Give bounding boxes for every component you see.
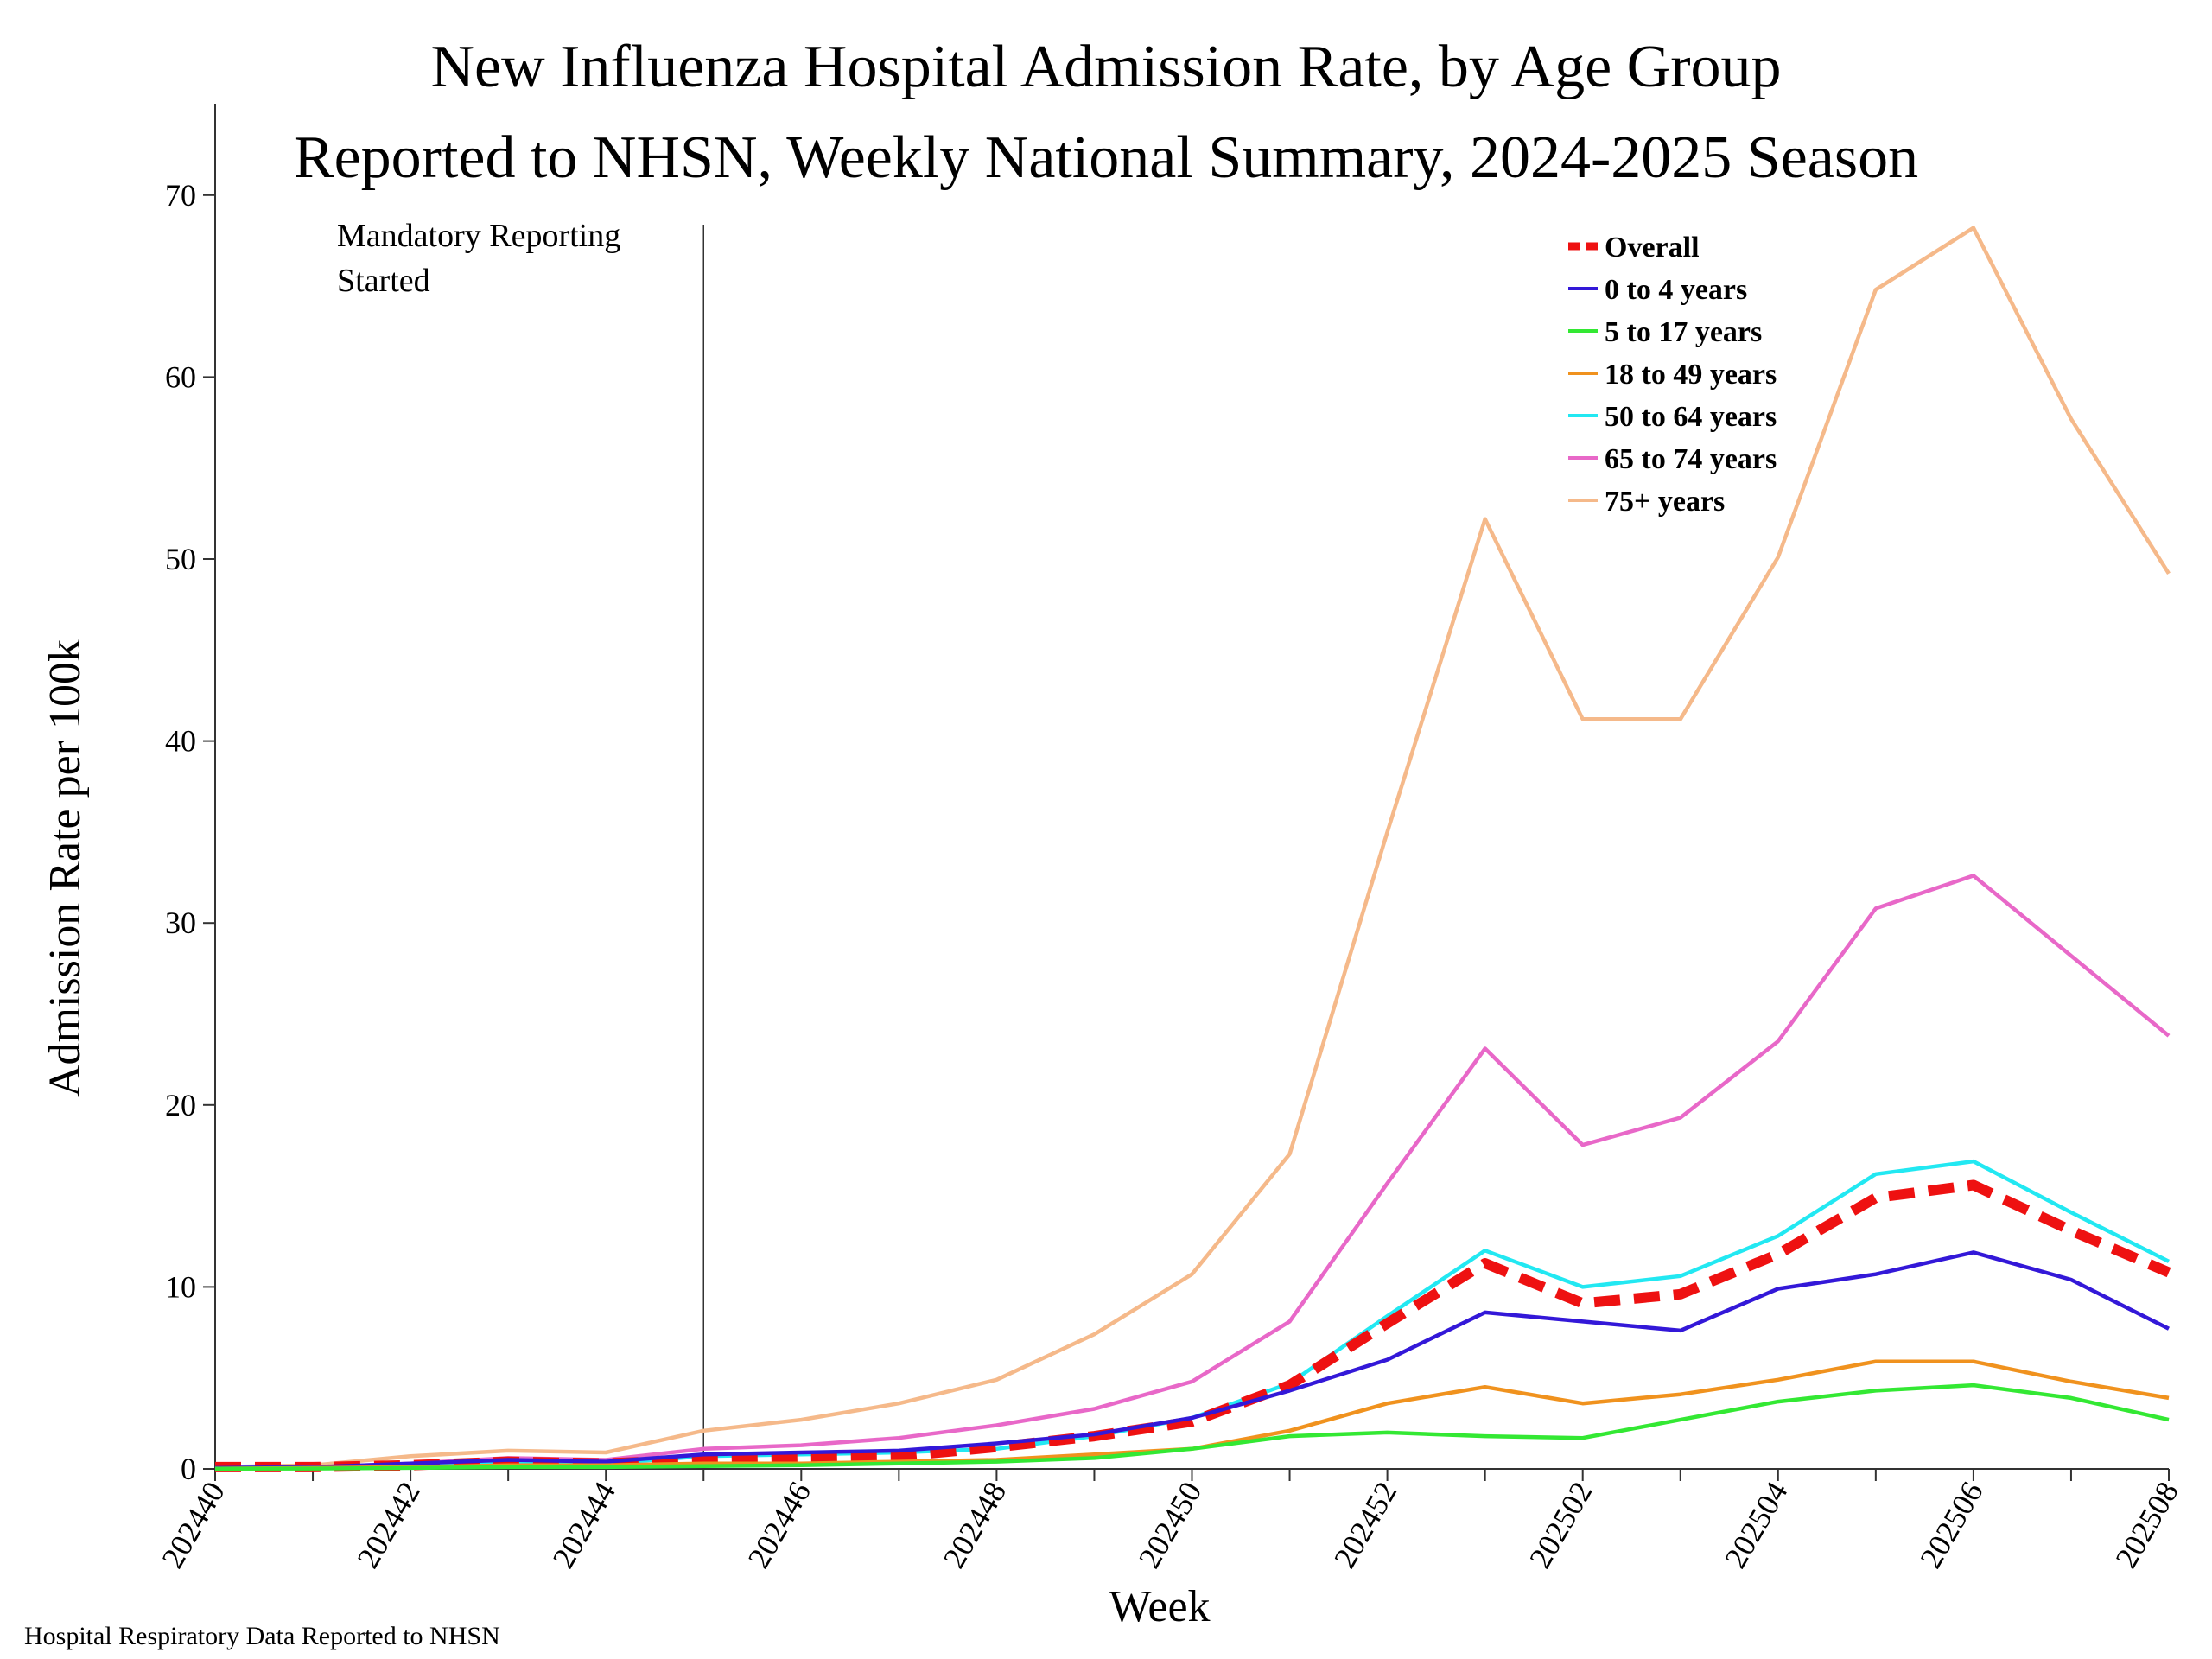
legend-label: 18 to 49 years — [1605, 359, 1777, 391]
x-ticks: 202440 202442 202444 202446 202448 202450 2024… — [155, 1469, 2185, 1574]
series-line-75plus-years — [214, 226, 2171, 1470]
annotation-text-line2: Started — [337, 263, 430, 299]
y-ticks: 0 10 20 30 40 50 60 70 — [165, 178, 215, 1486]
legend-label: 5 to 17 years — [1605, 316, 1762, 348]
y-tick-label: 30 — [165, 906, 196, 940]
annotation-text-line1: Mandatory Reporting — [337, 218, 620, 254]
series-line-65-to-74-years — [215, 874, 2171, 1470]
chart-title: New Influenza Hospital Admission Rate, b… — [430, 34, 1781, 100]
legend-label: 65 to 74 years — [1605, 443, 1777, 475]
y-tick-label: 60 — [165, 359, 196, 394]
x-tick-label: 202502 — [1522, 1476, 1599, 1574]
footer-source: Hospital Respiratory Data Reported to NH… — [24, 1622, 500, 1650]
series-lines — [214, 226, 2171, 1472]
legend-label: 50 to 64 years — [1605, 401, 1777, 433]
x-tick-label: 202506 — [1913, 1476, 1990, 1574]
y-tick-label: 40 — [165, 724, 196, 759]
legend-label: Overall — [1605, 232, 1700, 264]
x-tick-label: 202450 — [1132, 1476, 1209, 1574]
legend-label: 0 to 4 years — [1605, 274, 1747, 306]
y-tick-label: 10 — [165, 1269, 196, 1304]
y-tick-label: 70 — [165, 178, 196, 213]
x-tick-label: 202440 — [155, 1476, 232, 1574]
y-tick-label: 50 — [165, 542, 196, 576]
legend-label: 75+ years — [1605, 486, 1725, 518]
axes — [214, 104, 2169, 1470]
x-tick-label: 202444 — [545, 1476, 622, 1574]
series-line-overall — [215, 1179, 2171, 1472]
x-axis-label: Week — [1109, 1582, 1210, 1631]
x-tick-label: 202448 — [937, 1476, 1014, 1574]
series-line-0-to-4-years — [214, 1250, 2171, 1471]
x-tick-label: 202446 — [741, 1476, 818, 1574]
legend: Overall 0 to 4 years 5 to 17 years 18 to 49… — [1568, 232, 1777, 518]
y-axis-label: Admission Rate per 100k — [41, 639, 90, 1097]
series-line-5-to-17-years — [214, 1382, 2170, 1471]
x-tick-label: 202442 — [350, 1476, 427, 1574]
chart-subtitle: Reported to NHSN, Weekly National Summar… — [294, 124, 1918, 191]
y-tick-label: 20 — [165, 1088, 196, 1122]
mandatory-reporting-annotation: Mandatory Reporting Started — [337, 218, 704, 1469]
y-tick-label: 0 — [181, 1452, 196, 1486]
x-tick-label: 202504 — [1718, 1476, 1795, 1574]
x-tick-label: 202452 — [1327, 1476, 1404, 1574]
x-tick-label: 202508 — [2108, 1476, 2185, 1574]
